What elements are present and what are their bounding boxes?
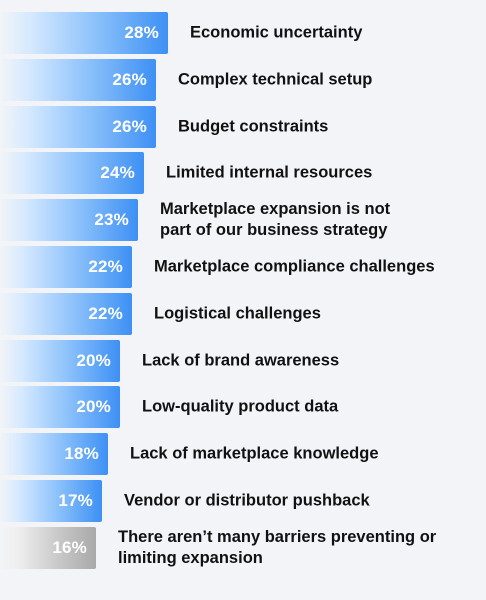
bar-value-label: 28%: [124, 23, 159, 42]
category-label: There aren’t many barriers preventing or…: [118, 527, 437, 567]
bar-value-label: 26%: [112, 69, 147, 89]
bar-value-label: 22%: [88, 303, 123, 323]
bar-4: 24%: [0, 152, 144, 195]
category-label: Marketplace expansion is not part of our…: [160, 200, 391, 240]
bar-11: 17%: [0, 480, 102, 522]
bar-value-label: 20%: [76, 350, 111, 370]
category-label: Lack of brand awareness: [142, 351, 340, 370]
category-label: Logistical challenges: [154, 304, 321, 323]
bar-value-label: 22%: [88, 257, 123, 276]
bar-8: 20%: [0, 339, 120, 382]
bar-12: 16%: [0, 526, 96, 569]
category-label: Vendor or distributor pushback: [124, 491, 370, 510]
bar-7: 22%: [0, 292, 132, 335]
bar-3: 26%: [0, 105, 156, 148]
bar-1: 28%: [0, 12, 168, 54]
bar-value-label: 24%: [100, 163, 135, 183]
category-label: Budget constraints: [178, 117, 329, 136]
bar-value-label: 17%: [58, 491, 93, 510]
bar-6: 22%: [0, 246, 132, 288]
bar-value-label: 26%: [112, 116, 147, 136]
category-label: Marketplace compliance challenges: [154, 257, 435, 276]
bar-5: 23%: [0, 199, 138, 242]
bar-value-label: 20%: [76, 397, 111, 417]
category-label: Limited internal resources: [166, 163, 373, 182]
bar-10: 18%: [0, 433, 108, 476]
category-label: Low-quality product data: [142, 397, 339, 416]
bar-2: 26%: [0, 58, 156, 101]
category-label: Lack of marketplace knowledge: [130, 444, 379, 463]
bar-value-label: 16%: [52, 537, 87, 557]
bar-value-label: 18%: [64, 444, 99, 464]
bar-value-label: 23%: [94, 210, 129, 230]
category-label: Economic uncertainty: [190, 23, 363, 42]
category-label: Complex technical setup: [178, 70, 373, 89]
bar-9: 20%: [0, 386, 120, 429]
